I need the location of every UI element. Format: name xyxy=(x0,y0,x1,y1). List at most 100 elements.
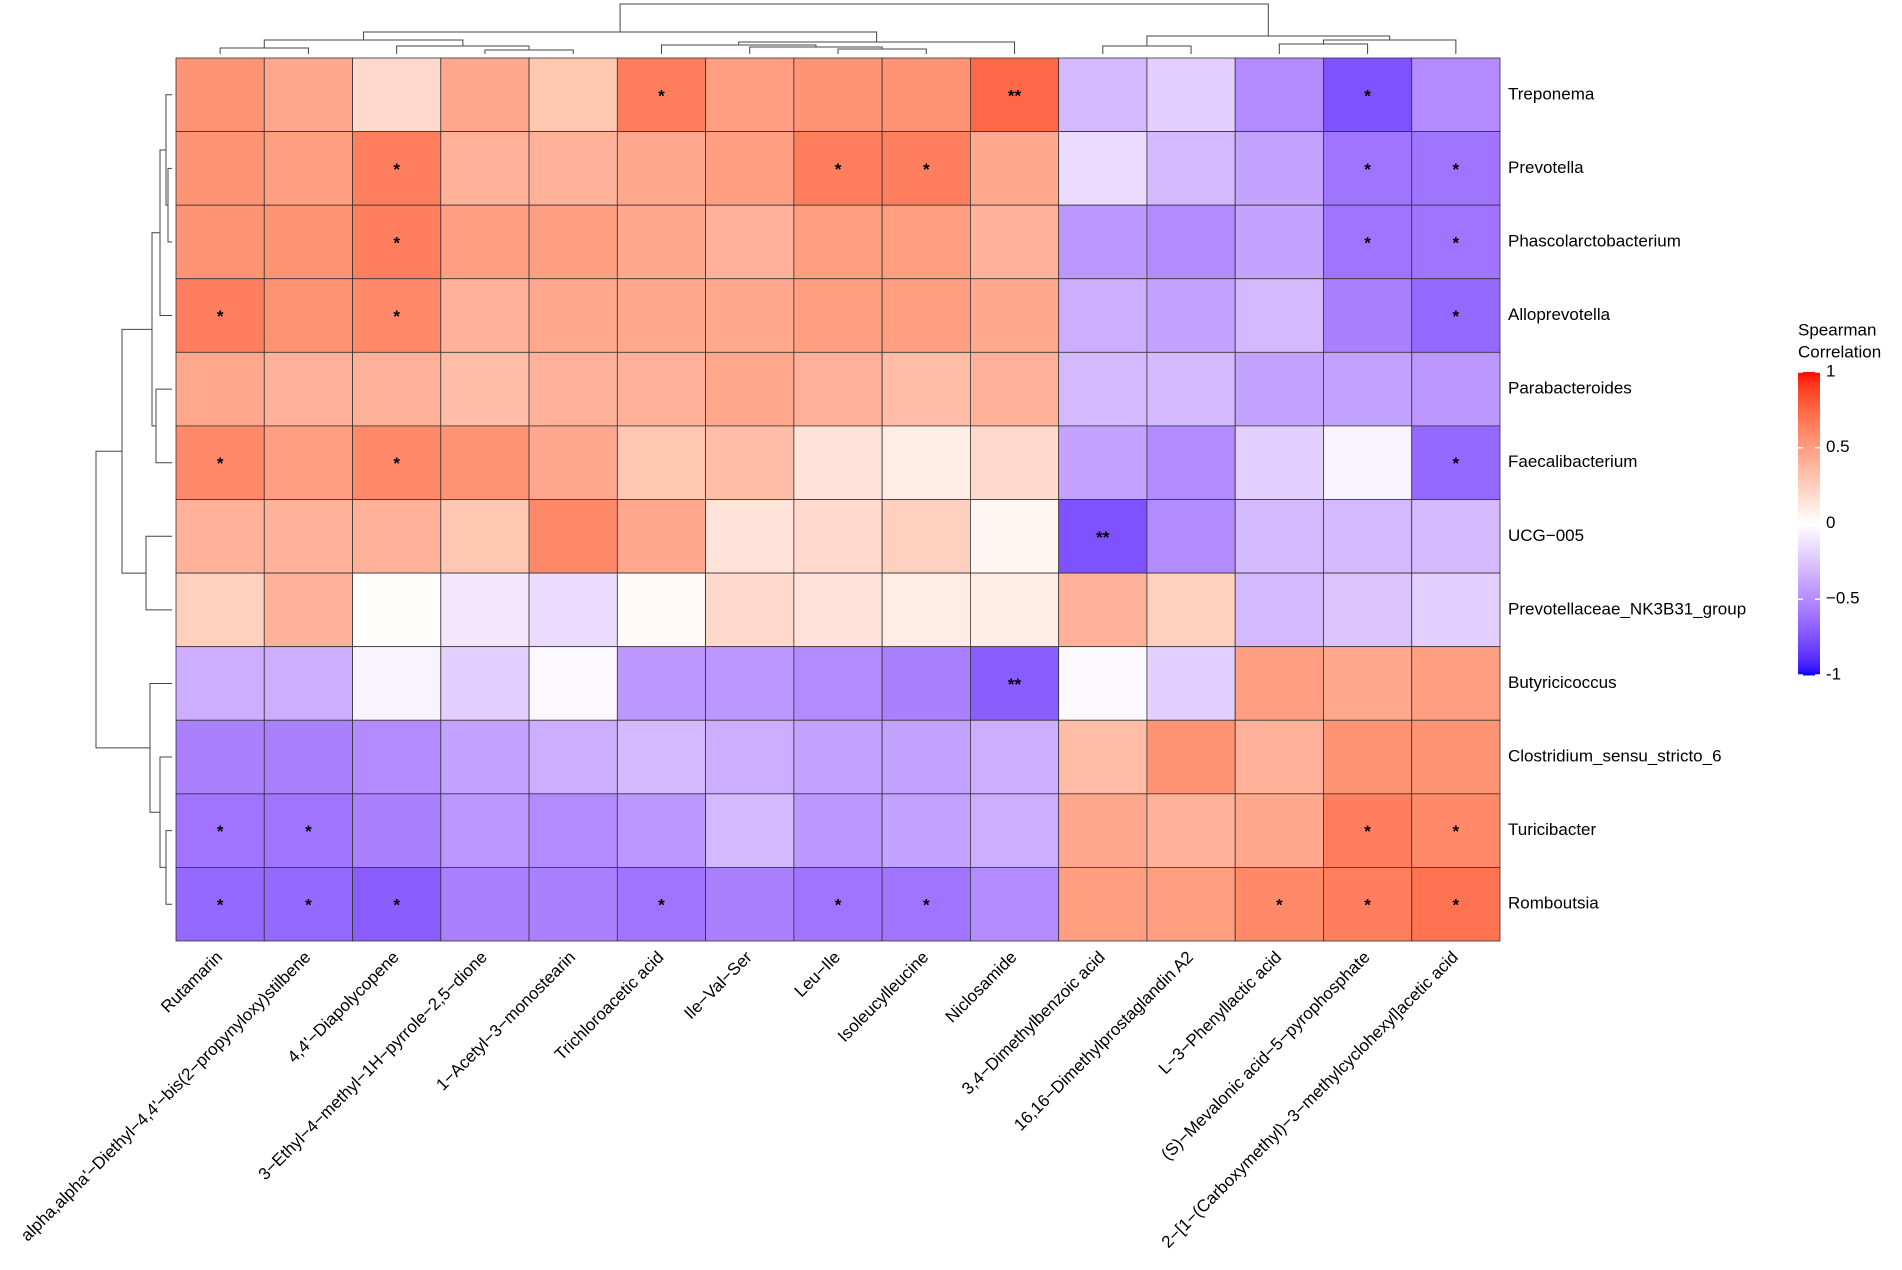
heatmap-cell xyxy=(263,351,353,427)
colorbar-step xyxy=(1798,556,1820,561)
heatmap-cell xyxy=(1234,719,1324,795)
colorbar-step xyxy=(1798,429,1820,434)
heatmap-cell xyxy=(793,499,883,574)
heatmap-cell xyxy=(970,131,1060,206)
heatmap-cell xyxy=(881,793,971,868)
heatmap-cell xyxy=(970,572,1060,648)
heatmap-cell xyxy=(1234,646,1324,721)
dendrogram-branch xyxy=(219,47,309,54)
heatmap-cell xyxy=(1146,204,1236,280)
colorbar-step xyxy=(1798,435,1820,440)
heatmap-cell xyxy=(1411,131,1501,206)
significance-mark: * xyxy=(217,822,224,841)
heatmap-cell xyxy=(1234,351,1324,427)
row-label: UCG−005 xyxy=(1508,526,1584,545)
heatmap-cell xyxy=(1234,204,1324,280)
heatmap-cell xyxy=(528,57,618,132)
heatmap-cell xyxy=(175,499,265,574)
heatmap-cell xyxy=(881,351,971,427)
colorbar-step xyxy=(1798,587,1820,591)
column-label: Isoleucylleucine xyxy=(834,948,932,1046)
colorbar-step xyxy=(1798,484,1820,488)
colorbar-step xyxy=(1798,520,1820,524)
heatmap-cell xyxy=(1323,425,1413,500)
heatmap-cell xyxy=(1146,793,1236,868)
heatmap-cell xyxy=(1058,425,1148,500)
colorbar-step xyxy=(1798,496,1820,500)
row-label: Romboutsia xyxy=(1508,894,1599,913)
column-label: 2−[1−(Carboxymethyl)−3−methylcyclohexyl]… xyxy=(1158,948,1462,1252)
heatmap-cell xyxy=(528,499,618,574)
colorbar-step xyxy=(1798,499,1820,503)
colorbar-step xyxy=(1798,387,1820,391)
heatmap-cell xyxy=(263,719,353,795)
heatmap-cell xyxy=(793,204,883,280)
heatmap-cell xyxy=(970,867,1060,942)
heatmap-cell xyxy=(352,351,442,427)
colorbar-step xyxy=(1798,432,1820,437)
colorbar-step xyxy=(1798,475,1820,479)
colorbar-step xyxy=(1798,617,1820,621)
colorbar-step xyxy=(1798,441,1820,446)
colorbar-step xyxy=(1798,647,1820,652)
colorbar-tick-label: 0.5 xyxy=(1826,437,1850,456)
colorbar-step xyxy=(1798,514,1820,518)
heatmap-cell xyxy=(705,278,795,353)
row-label: Faecalibacterium xyxy=(1508,452,1637,471)
heatmap-cell xyxy=(528,867,618,942)
heatmap-cell xyxy=(1058,646,1148,721)
heatmap-cell xyxy=(793,351,883,427)
heatmap-cell xyxy=(528,131,618,206)
heatmap-cell xyxy=(1411,719,1501,795)
heatmap-cell xyxy=(793,57,883,132)
heatmap-cell xyxy=(970,793,1060,868)
colorbar-step xyxy=(1798,529,1820,534)
legend-title: Spearman xyxy=(1798,320,1876,339)
significance-mark: * xyxy=(1364,86,1371,105)
heatmap-cell xyxy=(616,867,706,942)
heatmap-cell xyxy=(440,278,530,353)
heatmap-cell xyxy=(616,793,706,868)
dendrogram-branch xyxy=(165,830,172,905)
colorbar-step xyxy=(1798,444,1820,449)
heatmap-cell xyxy=(881,204,971,280)
heatmap-cell xyxy=(1323,204,1413,280)
colorbar-step xyxy=(1798,414,1820,418)
significance-mark: * xyxy=(305,896,312,915)
heatmap-cell xyxy=(705,425,795,500)
colorbar-step xyxy=(1798,626,1820,631)
heatmap-cell xyxy=(352,131,442,206)
heatmap-cell xyxy=(440,204,530,280)
row-label: Prevotellaceae_NK3B31_group xyxy=(1508,599,1746,618)
colorbar-step xyxy=(1798,611,1820,615)
heatmap-cell xyxy=(616,646,706,721)
colorbar-step xyxy=(1798,629,1820,634)
heatmap-cell xyxy=(263,646,353,721)
colorbar-step xyxy=(1798,614,1820,618)
row-label: Phascolarctobacterium xyxy=(1508,231,1681,250)
colorbar-step xyxy=(1798,471,1820,476)
heatmap-cell xyxy=(1058,499,1148,574)
heatmap-cell xyxy=(528,646,618,721)
heatmap-cell xyxy=(793,278,883,353)
significance-mark: * xyxy=(1453,160,1460,179)
heatmap-cell xyxy=(705,793,795,868)
colorbar-step xyxy=(1798,575,1820,579)
heatmap-cell xyxy=(616,57,706,132)
colorbar-tick-label: 0 xyxy=(1826,513,1835,532)
colorbar-step xyxy=(1798,393,1820,397)
heatmap-cell xyxy=(1411,351,1501,427)
heatmap-cell xyxy=(175,646,265,721)
significance-mark: * xyxy=(1364,822,1371,841)
heatmap-cell xyxy=(705,867,795,942)
heatmap-cell xyxy=(1058,867,1148,942)
colorbar-step xyxy=(1798,426,1820,431)
colorbar-step xyxy=(1798,447,1820,452)
heatmap-cell xyxy=(616,131,706,206)
colorbar-step xyxy=(1798,562,1820,567)
heatmap-cell xyxy=(263,867,353,942)
heatmap-cell xyxy=(352,57,442,132)
significance-mark: * xyxy=(217,307,224,326)
colorbar-step xyxy=(1798,650,1820,655)
